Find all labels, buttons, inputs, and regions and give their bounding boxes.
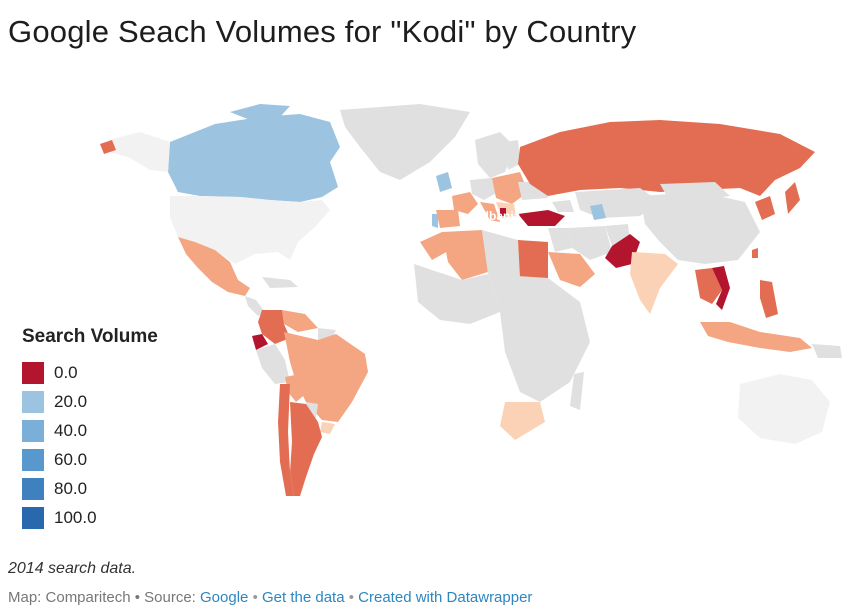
legend-swatch — [22, 448, 44, 471]
footer-separator: • — [252, 589, 258, 606]
scandinavia[interactable] — [475, 132, 515, 178]
france[interactable] — [452, 192, 478, 214]
bolivia[interactable] — [285, 374, 308, 402]
mexico[interactable] — [178, 237, 250, 296]
colombia[interactable] — [258, 310, 290, 344]
central-america[interactable] — [245, 296, 265, 316]
australia[interactable] — [738, 374, 830, 444]
west-africa[interactable] — [414, 264, 500, 324]
legend-title: Search Volume — [22, 326, 158, 347]
alaska[interactable] — [108, 132, 170, 172]
central-africa[interactable] — [488, 274, 590, 402]
albania[interactable] — [500, 208, 506, 216]
legend-label: 0.0 — [54, 362, 78, 382]
iraq-levant[interactable] — [548, 228, 572, 252]
ecuador[interactable] — [252, 334, 268, 350]
legend-label: 20.0 — [54, 391, 88, 411]
datawrapper-link[interactable]: Created with Datawrapper — [358, 589, 533, 606]
caspian[interactable] — [590, 204, 606, 220]
world-map[interactable]: Albania — [0, 92, 862, 512]
canada-islands[interactable] — [230, 104, 290, 120]
legend-item: 100.0 — [22, 503, 158, 532]
caucasus[interactable] — [552, 200, 574, 212]
south-africa[interactable] — [500, 402, 545, 440]
alaska-tip[interactable] — [100, 140, 116, 154]
footer-separator: • — [348, 589, 354, 606]
malaysia-indonesia[interactable] — [700, 322, 812, 352]
venezuela[interactable] — [282, 310, 318, 332]
germany-central[interactable] — [470, 178, 498, 200]
peru[interactable] — [256, 344, 290, 384]
chart-notes: 2014 search data. — [8, 560, 137, 577]
thailand-burma[interactable] — [695, 268, 722, 304]
caribbean[interactable] — [262, 277, 298, 288]
libya[interactable] — [482, 230, 520, 278]
japan[interactable] — [785, 182, 800, 214]
portugal[interactable] — [432, 214, 438, 228]
mongolia[interactable] — [660, 182, 730, 200]
china[interactable] — [640, 192, 760, 264]
korea-japan[interactable] — [755, 196, 775, 220]
iberia[interactable] — [436, 210, 460, 228]
italy[interactable] — [480, 202, 500, 222]
source-link[interactable]: Google — [200, 589, 249, 606]
legend-label: 80.0 — [54, 478, 88, 498]
taiwan[interactable] — [752, 248, 758, 258]
legend-item: 60.0 — [22, 445, 158, 474]
new-guinea[interactable] — [812, 344, 842, 358]
legend-label: 100.0 — [54, 507, 97, 527]
legend-swatch — [22, 477, 44, 500]
legend: Search Volume 0.0 20.0 40.0 60.0 80.0 10… — [22, 326, 158, 532]
eastern-europe[interactable] — [492, 172, 528, 204]
footer-byline: Map: Comparitech • Source: — [8, 589, 196, 606]
chart-footer: Map: Comparitech • Source: Google • Get … — [8, 589, 532, 606]
pakistan[interactable] — [605, 234, 640, 268]
russia[interactable] — [518, 120, 815, 196]
iran[interactable] — [568, 226, 612, 260]
legend-swatch — [22, 361, 44, 384]
legend-label: 40.0 — [54, 420, 88, 440]
vietnam[interactable] — [712, 266, 730, 310]
egypt[interactable] — [518, 240, 548, 278]
map-label-albania: Albania — [477, 209, 521, 223]
usa[interactable] — [170, 196, 330, 264]
brazil[interactable] — [284, 332, 368, 422]
legend-item: 0.0 — [22, 358, 158, 387]
philippines[interactable] — [760, 280, 778, 318]
chile[interactable] — [278, 384, 294, 496]
legend-swatch — [22, 390, 44, 413]
algeria[interactable] — [442, 230, 488, 280]
finland[interactable] — [505, 140, 520, 170]
iceland[interactable] — [392, 150, 412, 162]
get-data-link[interactable]: Get the data — [262, 589, 345, 606]
madagascar[interactable] — [570, 372, 584, 410]
uruguay[interactable] — [320, 422, 335, 434]
legend-item: 20.0 — [22, 387, 158, 416]
turkey[interactable] — [518, 210, 565, 226]
legend-swatch — [22, 506, 44, 529]
india[interactable] — [630, 252, 678, 314]
morocco[interactable] — [420, 232, 450, 260]
greenland[interactable] — [340, 104, 470, 180]
saudi-arabia[interactable] — [548, 252, 595, 287]
legend-swatch — [22, 419, 44, 442]
uk-ireland[interactable] — [436, 172, 452, 192]
legend-item: 40.0 — [22, 416, 158, 445]
legend-label: 60.0 — [54, 449, 88, 469]
argentina[interactable] — [290, 402, 322, 496]
canada[interactable] — [168, 114, 340, 202]
chart-title: Google Seach Volumes for "Kodi" by Count… — [8, 14, 637, 49]
legend-item: 80.0 — [22, 474, 158, 503]
